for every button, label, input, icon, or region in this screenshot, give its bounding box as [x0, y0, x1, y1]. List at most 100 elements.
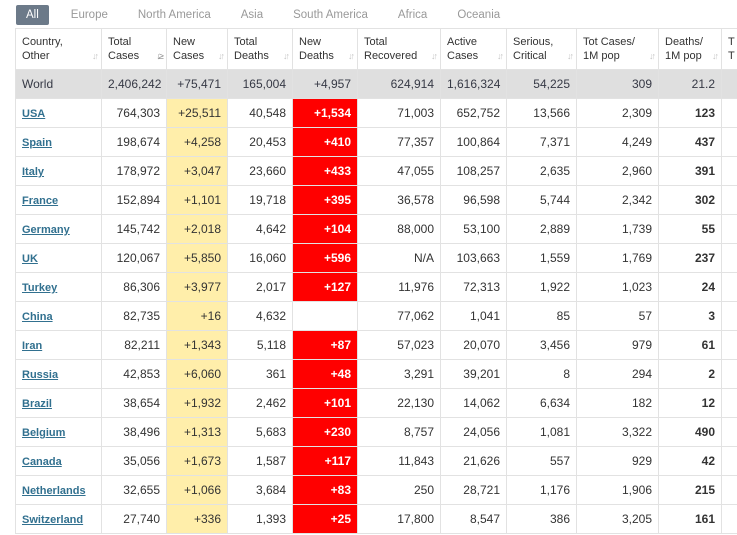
column-header-deaths-1m[interactable]: Deaths/1M pop ↓↑	[658, 28, 722, 70]
tab-south-america[interactable]: South America	[293, 9, 368, 21]
cell-total-recovered: 47,055	[357, 156, 441, 186]
cell-tot-cases-1m: 2,342	[576, 185, 659, 215]
cell-new-cases: +4,258	[166, 127, 228, 157]
cell-total-cases: 764,303	[101, 98, 167, 128]
sort-icon[interactable]: ↓≥	[156, 51, 165, 61]
country-link[interactable]: Russia	[22, 369, 59, 381]
cell-total-cases: 120,067	[101, 243, 167, 273]
sort-icon[interactable]: ↓↑	[497, 51, 504, 61]
cell-deaths-1m: 161	[658, 504, 722, 534]
country-link[interactable]: France	[22, 195, 59, 207]
cell-total-cases: 2,406,242	[101, 69, 167, 99]
country-row: Spain 198,674 +4,258 20,453 +410 77,357 100,86…	[15, 127, 737, 157]
column-header-country[interactable]: Country, Other ↓↑	[15, 28, 102, 70]
cell-total-deaths: 20,453	[227, 127, 293, 157]
cell-tot-cases-1m: 294	[576, 359, 659, 389]
sort-icon[interactable]: ↓↑	[649, 51, 656, 61]
country-link[interactable]: Brazil	[22, 398, 52, 410]
cell-tests	[721, 127, 737, 157]
column-header-active-cases[interactable]: Active Cases ↓↑	[440, 28, 507, 70]
column-header-total-deaths[interactable]: Total Deaths ↓↑	[227, 28, 293, 70]
cell-total-deaths: 4,632	[227, 301, 293, 331]
header-label-line1: Serious,	[513, 36, 554, 48]
sort-icon[interactable]: ↓↑	[92, 51, 99, 61]
country-link[interactable]: Netherlands	[22, 485, 86, 497]
cell-new-cases: +1,313	[166, 417, 228, 447]
tab-north-america[interactable]: North America	[137, 9, 211, 21]
cell-tot-cases-1m: 929	[576, 446, 659, 476]
cell-new-cases: +1,101	[166, 185, 228, 215]
country-link[interactable]: Switzerland	[22, 514, 84, 526]
tab-europe[interactable]: Europe	[70, 9, 108, 21]
column-header-new-cases[interactable]: New Cases ↓↑	[166, 28, 228, 70]
cell-country: World	[15, 69, 102, 99]
sort-icon[interactable]: ↓↑	[431, 51, 438, 61]
column-header-total-recovered[interactable]: Total Recovered ↓↑	[357, 28, 441, 70]
country-link[interactable]: China	[22, 311, 53, 323]
cell-total-deaths: 23,660	[227, 156, 293, 186]
cell-total-cases: 82,735	[101, 301, 167, 331]
country-link[interactable]: Germany	[22, 224, 70, 236]
sort-icon[interactable]: ↓↑	[283, 51, 290, 61]
cell-tests	[721, 69, 737, 99]
tab-asia[interactable]: Asia	[240, 9, 264, 21]
header-label-line2: Cases	[173, 50, 205, 62]
cell-total-cases: 152,894	[101, 185, 167, 215]
column-header-tot-cases-1m[interactable]: Tot Cases/1M pop ↓↑	[576, 28, 659, 70]
cell-deaths-1m: 490	[658, 417, 722, 447]
cell-serious-critical: 85	[506, 301, 577, 331]
tab-oceania[interactable]: Oceania	[457, 9, 501, 21]
column-header-total-cases[interactable]: Total Cases ↓≥	[101, 28, 167, 70]
cell-serious-critical: 1,081	[506, 417, 577, 447]
country-link[interactable]: Italy	[22, 166, 45, 178]
header-label-line1: Country,	[22, 36, 63, 48]
cell-serious-critical: 3,456	[506, 330, 577, 360]
cell-tests	[721, 446, 737, 476]
cell-total-deaths: 5,118	[227, 330, 293, 360]
column-header-new-deaths[interactable]: New Deaths ↓↑	[292, 28, 358, 70]
header-label-line2: 1M pop	[665, 50, 702, 62]
cell-new-deaths: +127	[292, 272, 358, 302]
header-label-line1: T	[728, 36, 735, 48]
column-header-serious-critical[interactable]: Serious, Critical ↓↑	[506, 28, 577, 70]
cell-tot-cases-1m: 2,309	[576, 98, 659, 128]
country-link[interactable]: Turkey	[22, 282, 58, 294]
cell-tests	[721, 214, 737, 244]
cell-new-deaths: +87	[292, 330, 358, 360]
cell-active-cases: 100,864	[440, 127, 507, 157]
country-link[interactable]: Spain	[22, 137, 52, 149]
cell-total-cases: 82,211	[101, 330, 167, 360]
sort-icon[interactable]: ↓↑	[218, 51, 225, 61]
cell-active-cases: 14,062	[440, 388, 507, 418]
cell-total-cases: 27,740	[101, 504, 167, 534]
sort-icon[interactable]: ↓↑	[348, 51, 355, 61]
country-link[interactable]: Iran	[22, 340, 43, 352]
cell-tests	[721, 156, 737, 186]
header-label-line2: Deaths	[299, 50, 334, 62]
cell-total-deaths: 1,587	[227, 446, 293, 476]
country-link[interactable]: UK	[22, 253, 38, 265]
cell-new-cases: +1,066	[166, 475, 228, 505]
cell-tests	[721, 243, 737, 273]
cell-active-cases: 24,056	[440, 417, 507, 447]
sort-icon[interactable]: ↓↑	[567, 51, 574, 61]
country-row: UK 120,067 +5,850 16,060 +596 N/A 103,663 1,559…	[15, 243, 737, 273]
cell-tot-cases-1m: 3,322	[576, 417, 659, 447]
cell-total-deaths: 40,548	[227, 98, 293, 128]
cell-tests	[721, 417, 737, 447]
cell-tot-cases-1m: 3,205	[576, 504, 659, 534]
country-link[interactable]: Belgium	[22, 427, 66, 439]
cell-active-cases: 72,313	[440, 272, 507, 302]
tab-all[interactable]: All	[16, 5, 49, 25]
header-label-line2: Other	[22, 50, 50, 62]
country-link[interactable]: USA	[22, 108, 46, 120]
cell-country: Russia	[15, 359, 102, 389]
cell-total-cases: 38,496	[101, 417, 167, 447]
cell-serious-critical: 1,176	[506, 475, 577, 505]
country-link[interactable]: Canada	[22, 456, 62, 468]
tab-africa[interactable]: Africa	[397, 9, 428, 21]
sort-icon[interactable]: ↓↑	[712, 51, 719, 61]
cell-deaths-1m: 24	[658, 272, 722, 302]
cell-total-cases: 145,742	[101, 214, 167, 244]
